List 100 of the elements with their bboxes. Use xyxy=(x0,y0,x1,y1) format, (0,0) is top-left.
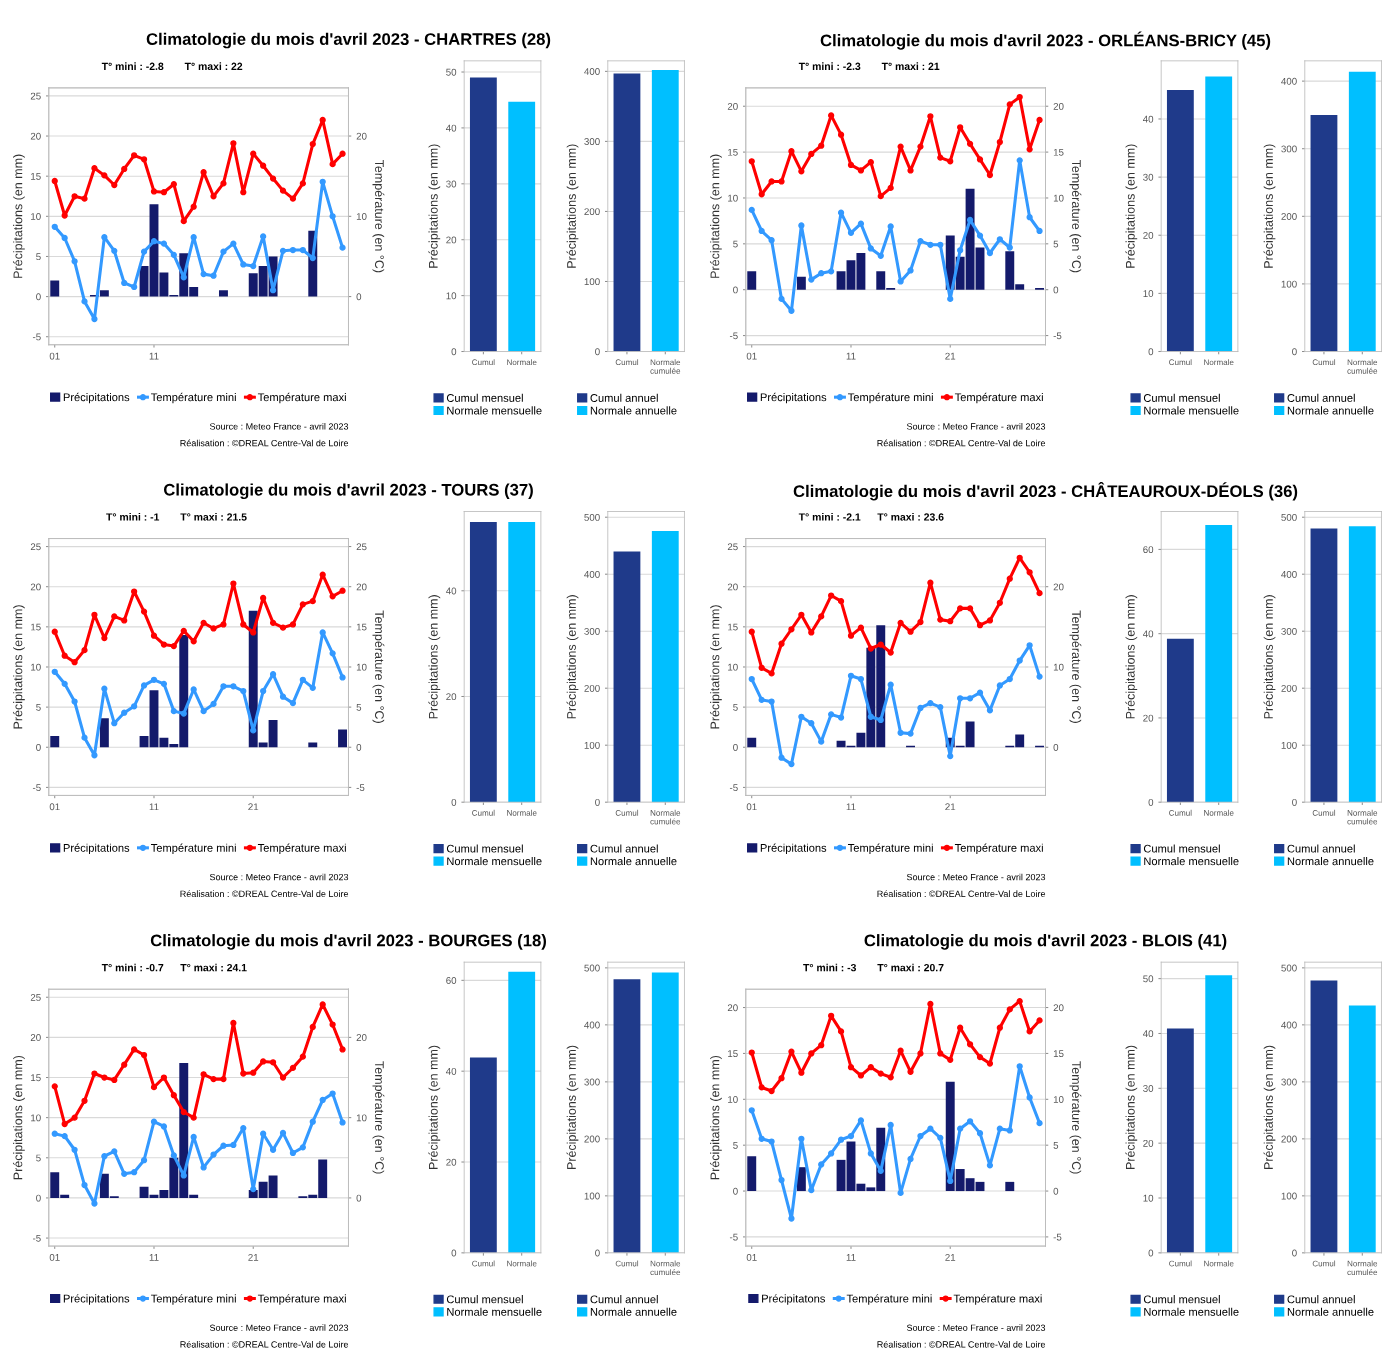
point xyxy=(150,238,158,245)
x-tick-label: Normale xyxy=(1204,359,1234,366)
x-tick-label: 21 xyxy=(248,803,259,811)
point xyxy=(111,613,118,620)
y-tick-label: 40 xyxy=(445,587,457,595)
point xyxy=(1006,575,1013,582)
point xyxy=(91,752,98,759)
y-axis-title: Précipitations (en mm) xyxy=(12,605,25,729)
y-tick-label: 200 xyxy=(584,684,600,692)
point xyxy=(966,1118,974,1125)
point xyxy=(947,1177,954,1185)
y2-tick-label: 10 xyxy=(356,663,367,671)
x-tick-label: Normale cumulée xyxy=(650,1260,681,1276)
point xyxy=(798,168,805,175)
chart-title: Climatologie du mois d'avril 2023 - ORLÉANS-BRICY (45) xyxy=(820,31,1271,50)
point xyxy=(1026,642,1033,649)
x-tick-label: Cumul xyxy=(472,809,495,816)
y-tick-label: 10 xyxy=(728,663,738,671)
point xyxy=(121,709,128,716)
y-tick-label: 0 xyxy=(595,1249,600,1257)
y-tick-label: 40 xyxy=(445,124,457,132)
y2-tick-label: 0 xyxy=(1053,1187,1059,1195)
point xyxy=(180,1172,187,1179)
point xyxy=(319,1096,326,1104)
point xyxy=(996,138,1003,146)
legend-label: Cumul annuel xyxy=(590,844,658,853)
point xyxy=(957,1125,964,1132)
text: T° mini : -0.7 xyxy=(101,963,164,972)
point xyxy=(996,236,1003,243)
point xyxy=(150,188,158,195)
y-tick-label: 100 xyxy=(1281,1192,1297,1200)
legend-label: Cumul annuel xyxy=(590,1295,658,1304)
chart-title: Climatologie du mois d'avril 2023 - TOURS (37) xyxy=(163,483,533,500)
point xyxy=(837,131,845,138)
y-tick-label: 15 xyxy=(728,623,738,631)
point xyxy=(220,1142,227,1149)
point xyxy=(937,703,944,711)
y-tick-label: 15 xyxy=(728,1050,738,1058)
point xyxy=(81,734,88,741)
point xyxy=(748,158,755,165)
x-tick-label: Normale xyxy=(507,809,537,816)
point xyxy=(837,1136,845,1143)
y-tick-label: 100 xyxy=(1281,280,1297,288)
point xyxy=(121,617,128,624)
point xyxy=(778,640,785,647)
point xyxy=(1016,93,1023,101)
point xyxy=(758,191,765,198)
point xyxy=(61,212,68,219)
point xyxy=(788,626,795,633)
point xyxy=(61,234,68,242)
point xyxy=(798,611,805,618)
point xyxy=(220,248,227,255)
x-tick-label: 11 xyxy=(149,352,159,360)
point xyxy=(170,1092,177,1099)
point xyxy=(748,675,755,683)
y-tick-label: 0 xyxy=(733,286,738,294)
y-tick-label: 400 xyxy=(584,1021,600,1029)
point xyxy=(269,671,277,678)
y-tick-label: 10 xyxy=(31,213,41,220)
x-tick-label: 01 xyxy=(746,1253,757,1261)
point xyxy=(260,594,267,602)
y-tick-label: 0 xyxy=(1292,798,1297,806)
point xyxy=(230,140,237,147)
y2-tick-label: 0 xyxy=(356,744,362,751)
point xyxy=(51,628,58,635)
y-tick-label: 25 xyxy=(30,92,41,100)
point xyxy=(111,181,118,189)
point xyxy=(887,1121,894,1129)
y2-axis-title: Température (en °C) xyxy=(372,159,385,273)
point xyxy=(299,1053,306,1060)
legend-label: Normale mensuelle xyxy=(1144,1307,1239,1316)
point xyxy=(269,1146,277,1153)
point xyxy=(986,1162,994,1169)
point xyxy=(828,268,835,275)
y-tick-label: 15 xyxy=(31,623,41,631)
point xyxy=(289,195,297,202)
y-tick-label: 10 xyxy=(1143,1194,1154,1202)
point xyxy=(260,687,267,695)
point xyxy=(788,307,795,314)
point xyxy=(140,682,148,689)
point xyxy=(1036,116,1043,124)
point xyxy=(758,696,765,704)
y2-tick-label: 10 xyxy=(356,213,367,220)
point xyxy=(1016,1063,1023,1070)
y-tick-label: 25 xyxy=(727,543,738,551)
point xyxy=(1026,146,1033,153)
y-tick-label: 15 xyxy=(31,173,41,180)
point xyxy=(996,1125,1003,1132)
point xyxy=(857,1072,865,1079)
y-tick-label: 30 xyxy=(1143,1085,1154,1092)
point xyxy=(200,1071,207,1078)
point xyxy=(150,676,158,683)
point xyxy=(758,1084,765,1091)
y2-tick-label: 0 xyxy=(356,1194,362,1202)
point xyxy=(71,1114,78,1121)
point xyxy=(131,1046,138,1053)
point xyxy=(240,189,247,196)
point xyxy=(210,700,217,708)
x-tick-label: Cumul xyxy=(472,359,495,366)
y-tick-label: 200 xyxy=(1281,684,1297,692)
